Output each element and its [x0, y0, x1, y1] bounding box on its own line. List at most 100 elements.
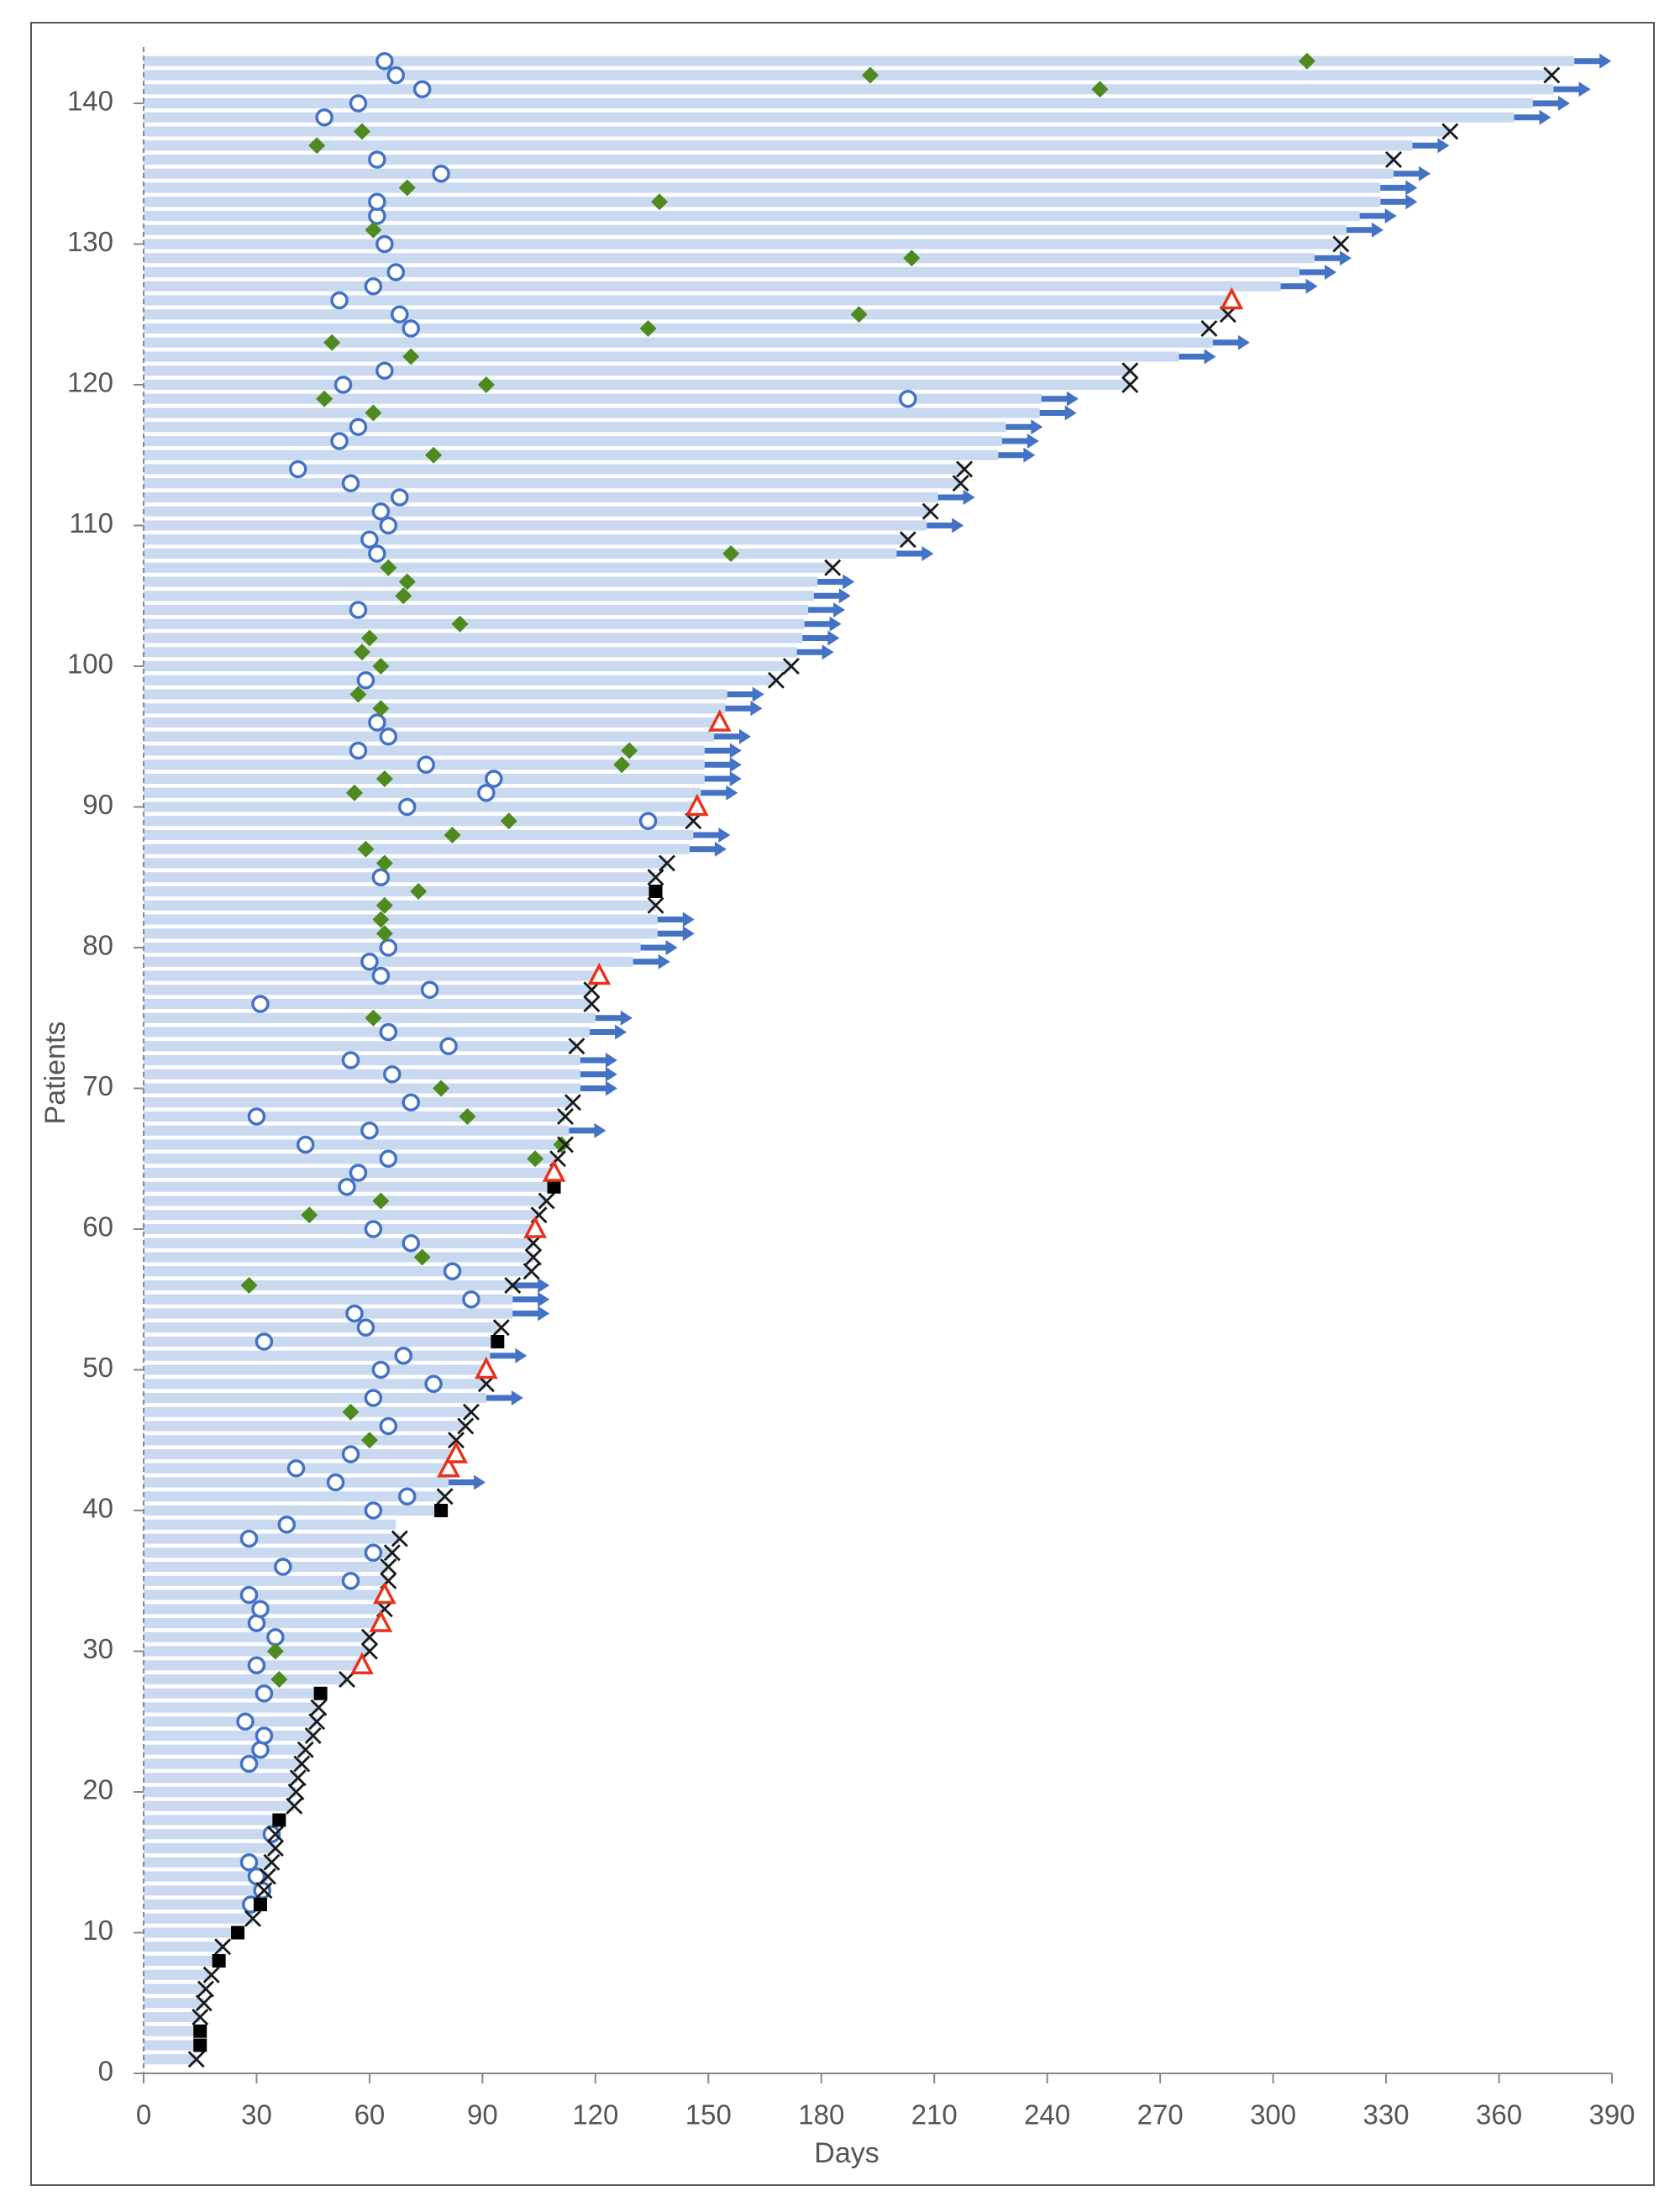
duration-bar: [144, 1969, 212, 1980]
duration-bar: [144, 1069, 580, 1080]
circle-marker: [402, 319, 420, 338]
duration-bar: [144, 281, 1281, 292]
ongoing-arrow: [1212, 334, 1250, 350]
ongoing-arrow: [689, 841, 727, 857]
diamond-marker: [903, 250, 921, 267]
diamond-marker: [353, 123, 370, 140]
cross-marker: [214, 1938, 232, 1956]
y-tick-label: 40: [82, 1493, 113, 1524]
circle-marker: [349, 94, 368, 113]
circle-marker: [364, 277, 383, 296]
triangle-marker: [350, 1652, 374, 1674]
ongoing-arrow: [590, 1024, 627, 1040]
ongoing-arrow: [490, 1348, 528, 1363]
duration-bar: [144, 2011, 201, 2023]
cross-marker: [255, 1882, 273, 1899]
triangle-marker: [1220, 286, 1244, 310]
diamond-marker: [553, 1136, 570, 1153]
duration-bar: [144, 1913, 253, 1924]
cross-marker: [568, 1038, 585, 1055]
cross-marker: [557, 1108, 574, 1125]
duration-bar: [144, 126, 1451, 137]
circle-marker: [239, 1585, 259, 1605]
duration-bar: [144, 1955, 219, 1967]
duration-bar: [144, 1308, 513, 1319]
duration-bar: [144, 449, 999, 460]
duration-bar: [144, 703, 726, 714]
ongoing-arrow: [714, 728, 752, 744]
circle-marker: [349, 418, 368, 436]
duration-bar: [144, 1223, 536, 1235]
duration-bar: [144, 1237, 533, 1248]
duration-bar: [144, 520, 927, 531]
circle-marker: [379, 1416, 398, 1436]
cross-marker: [293, 1755, 311, 1773]
duration-bar: [144, 1505, 442, 1516]
cross-marker: [289, 1769, 307, 1787]
duration-bar: [144, 1477, 449, 1488]
duration-bar: [144, 591, 814, 602]
x-tick-label: 0: [136, 2099, 151, 2131]
circle-marker: [364, 1389, 383, 1407]
duration-bar: [144, 1125, 570, 1136]
duration-bar: [144, 435, 1002, 447]
duration-bar: [144, 1688, 321, 1699]
circle-marker: [375, 52, 394, 71]
duration-bar: [144, 970, 600, 981]
diamond-marker: [1298, 52, 1315, 70]
ongoing-arrow: [727, 686, 764, 702]
diamond-marker: [365, 1009, 382, 1027]
y-tick-label: 120: [67, 367, 113, 398]
ongoing-arrow: [1514, 109, 1551, 125]
duration-bar: [144, 422, 1006, 433]
duration-bar: [144, 1266, 532, 1277]
y-tick-label: 30: [82, 1633, 113, 1664]
cross-marker: [457, 1417, 475, 1435]
square-marker: [547, 1180, 561, 1194]
circle-marker: [364, 1501, 383, 1520]
y-tick-label: 80: [82, 930, 113, 961]
duration-bar: [144, 675, 776, 686]
ongoing-arrow: [512, 1306, 550, 1321]
cross-marker: [192, 2009, 209, 2025]
duration-bar: [144, 1210, 539, 1221]
duration-bar: [144, 1998, 204, 2009]
ongoing-arrow: [580, 1066, 617, 1082]
duration-bar: [144, 1097, 573, 1108]
cross-marker: [1121, 376, 1139, 393]
circle-marker: [341, 474, 360, 492]
cross-marker: [659, 854, 675, 872]
duration-bar: [144, 393, 1042, 404]
duration-bar: [144, 801, 697, 812]
diamond-marker: [527, 1150, 544, 1168]
ongoing-arrow: [808, 602, 846, 617]
duration-bar: [144, 1054, 580, 1066]
diamond-marker: [365, 221, 382, 239]
duration-bar: [144, 618, 805, 629]
cross-marker: [266, 1826, 284, 1843]
circle-marker: [368, 192, 386, 211]
cross-marker: [266, 1840, 284, 1857]
circle-marker: [345, 1304, 364, 1323]
duration-bar: [144, 1673, 348, 1685]
cross-marker: [522, 1263, 540, 1280]
duration-bar: [144, 1730, 313, 1742]
ongoing-arrow: [817, 574, 855, 590]
duration-bar: [144, 548, 897, 560]
ongoing-arrow: [512, 1291, 550, 1307]
circle-marker: [368, 713, 386, 732]
duration-bar: [144, 885, 656, 897]
diamond-marker: [372, 700, 390, 717]
ongoing-arrow: [633, 954, 670, 969]
ongoing-arrow: [1574, 53, 1612, 69]
x-tick-label: 330: [1363, 2099, 1410, 2131]
circle-marker: [333, 376, 353, 394]
triangle-marker: [369, 1610, 393, 1632]
ongoing-arrow: [796, 644, 834, 660]
square-marker: [193, 2024, 207, 2038]
circle-marker: [289, 460, 307, 479]
diamond-marker: [639, 320, 657, 337]
duration-bar: [144, 1252, 533, 1263]
duration-bar: [144, 900, 656, 911]
ongoing-arrow: [1380, 194, 1418, 210]
